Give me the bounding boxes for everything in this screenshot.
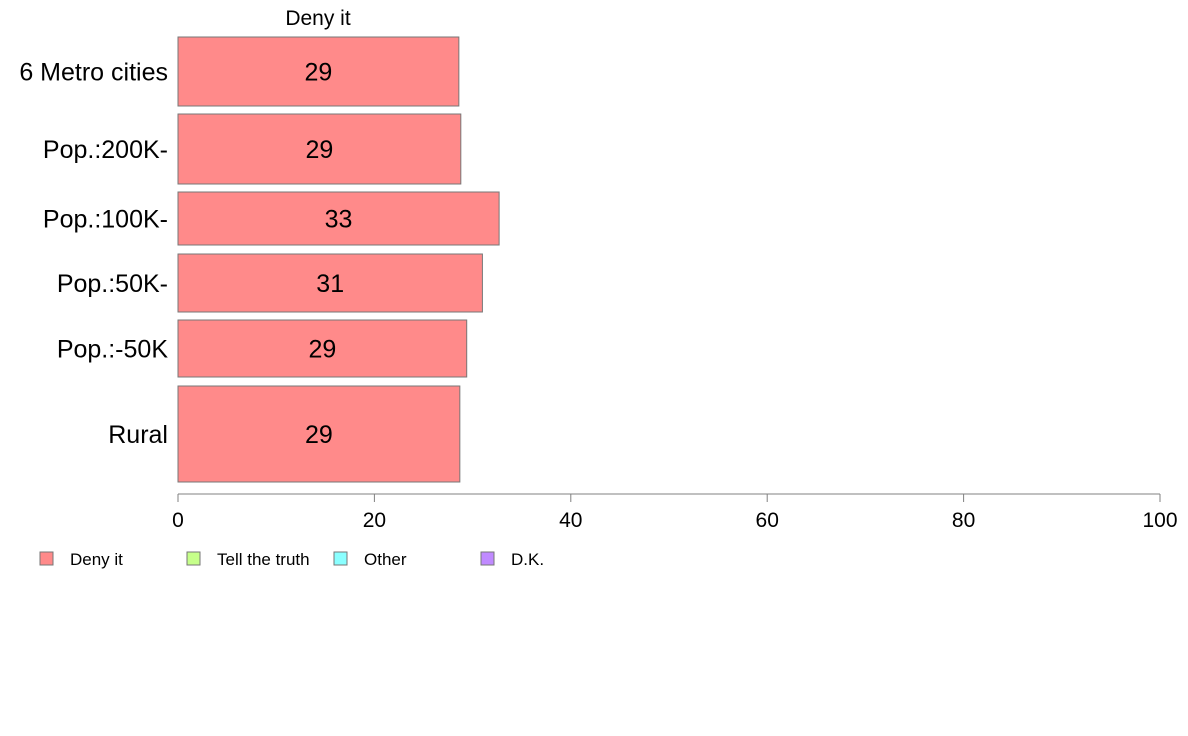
category-label: Pop.:200K- [43, 136, 168, 164]
bar [177, 253, 483, 313]
x-tick-label: 40 [559, 509, 582, 532]
series-title: Deny it [285, 7, 351, 30]
category-label: 6 Metro cities [19, 59, 168, 87]
category-label: Pop.:-50K [57, 336, 169, 364]
legend-label: Tell the truth [217, 550, 310, 569]
bars-group: 29 29 33 31 29 29 [177, 36, 500, 483]
legend-swatch [333, 551, 348, 566]
x-axis: 0 20 40 60 80 100 [172, 493, 1178, 532]
bar [177, 319, 468, 378]
category-label: Pop.:100K- [43, 206, 168, 234]
legend-item: Tell the truth [186, 550, 310, 569]
legend-item: Deny it [39, 550, 123, 569]
category-labels: 6 Metro cities Pop.:200K- Pop.:100K- Pop.:5… [19, 59, 168, 450]
legend-item: Other [333, 550, 407, 569]
bar-value-label: 33 [325, 206, 353, 234]
bar-value-label: 29 [305, 59, 333, 87]
bar-value-label: 31 [316, 270, 344, 298]
category-label: Rural [108, 421, 168, 449]
legend-swatch [39, 551, 54, 566]
legend-item: D.K. [480, 550, 544, 569]
bar [177, 113, 462, 185]
legend-label: Other [364, 550, 407, 569]
x-tick-label: 100 [1142, 509, 1177, 532]
legend: Deny it Tell the truth Other D.K. [39, 550, 544, 569]
bar-value-label: 29 [305, 421, 333, 449]
x-tick-label: 0 [172, 509, 184, 532]
bar [177, 385, 461, 483]
legend-label: D.K. [511, 550, 544, 569]
legend-swatch [480, 551, 495, 566]
bar [177, 191, 500, 246]
bar [177, 36, 460, 107]
legend-swatch [186, 551, 201, 566]
x-tick-label: 60 [756, 509, 779, 532]
x-tick-label: 80 [952, 509, 975, 532]
x-tick-label: 20 [363, 509, 386, 532]
category-label: Pop.:50K- [57, 270, 168, 298]
bar-value-label: 29 [306, 136, 334, 164]
legend-label: Deny it [70, 550, 123, 569]
bar-value-label: 29 [308, 336, 336, 364]
